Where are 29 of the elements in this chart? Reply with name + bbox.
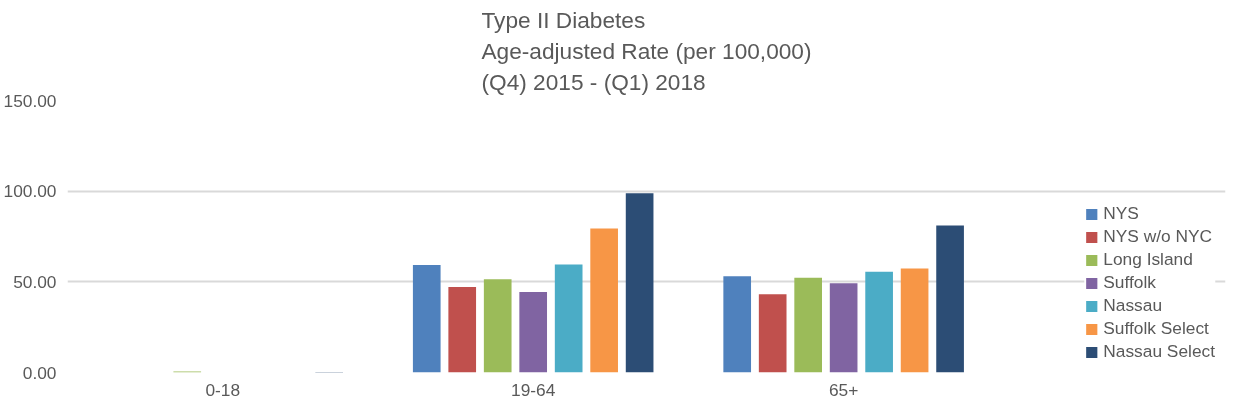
bar bbox=[865, 271, 893, 373]
bar bbox=[900, 268, 929, 373]
bar bbox=[590, 228, 618, 373]
bar bbox=[448, 286, 477, 373]
legend-label: NYS bbox=[1103, 203, 1139, 224]
legend-label: Nassau bbox=[1103, 295, 1163, 316]
bar bbox=[554, 264, 583, 373]
x-tick-label: 0-18 bbox=[205, 379, 241, 400]
bar bbox=[483, 279, 512, 373]
y-tick-label: 50.00 bbox=[13, 271, 57, 292]
bar bbox=[758, 294, 787, 373]
bar bbox=[519, 291, 548, 373]
legend-label: Nassau Select bbox=[1103, 341, 1215, 362]
legend-label: Suffolk bbox=[1103, 272, 1156, 293]
bar bbox=[625, 193, 654, 373]
legend-label: Suffolk Select bbox=[1103, 318, 1209, 339]
bar bbox=[412, 264, 441, 373]
x-tick-label: 19-64 bbox=[511, 379, 556, 400]
bar bbox=[829, 283, 858, 373]
legend-label: NYS w/o NYC bbox=[1103, 226, 1213, 247]
bar bbox=[794, 277, 822, 373]
y-tick-label: 100.00 bbox=[3, 181, 57, 202]
y-tick-label: 150.00 bbox=[3, 90, 57, 111]
bar bbox=[936, 225, 964, 373]
x-tick-label: 65+ bbox=[828, 379, 859, 400]
chart-title: Type II Diabetes Age-adjusted Rate (per 100,000) (Q4) 2015 - (Q1) 2018 bbox=[481, 7, 812, 96]
legend-label: Long Island bbox=[1103, 249, 1193, 270]
bar bbox=[723, 276, 752, 373]
y-tick-label: 0.00 bbox=[22, 362, 57, 383]
